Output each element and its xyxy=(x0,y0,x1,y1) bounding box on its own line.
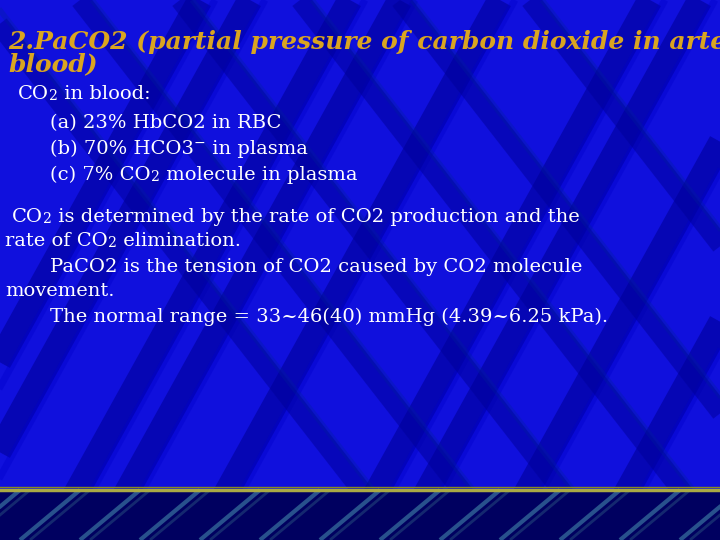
Text: 2: 2 xyxy=(49,89,58,103)
Text: (b) 70% HCO3: (b) 70% HCO3 xyxy=(50,140,194,158)
Text: CO: CO xyxy=(18,85,49,103)
Text: 2: 2 xyxy=(150,170,160,184)
Text: PaCO2 is the tension of CO2 caused by CO2 molecule: PaCO2 is the tension of CO2 caused by CO… xyxy=(50,258,582,276)
Text: (c) 7% CO: (c) 7% CO xyxy=(50,166,150,184)
Text: The normal range = 33~46(40) mmHg (4.39~6.25 kPa).: The normal range = 33~46(40) mmHg (4.39~… xyxy=(50,308,608,326)
Text: is determined by the rate of CO2 production and the: is determined by the rate of CO2 product… xyxy=(52,208,580,226)
Text: elimination.: elimination. xyxy=(117,232,240,250)
Text: movement.: movement. xyxy=(5,282,114,300)
Bar xyxy=(0,490,720,540)
Text: rate of CO: rate of CO xyxy=(5,232,108,250)
Text: (a) 23% HbCO2 in RBC: (a) 23% HbCO2 in RBC xyxy=(50,114,282,132)
Text: 2: 2 xyxy=(108,236,117,250)
Text: 2: 2 xyxy=(43,212,52,226)
Text: in plasma: in plasma xyxy=(206,140,307,158)
Text: −: − xyxy=(194,136,206,150)
Text: CO: CO xyxy=(12,208,43,226)
Text: molecule in plasma: molecule in plasma xyxy=(160,166,357,184)
Text: blood): blood) xyxy=(8,52,98,76)
Text: 2.PaCO2 (partial pressure of carbon dioxide in arterial: 2.PaCO2 (partial pressure of carbon diox… xyxy=(8,30,720,54)
Text: in blood:: in blood: xyxy=(58,85,150,103)
